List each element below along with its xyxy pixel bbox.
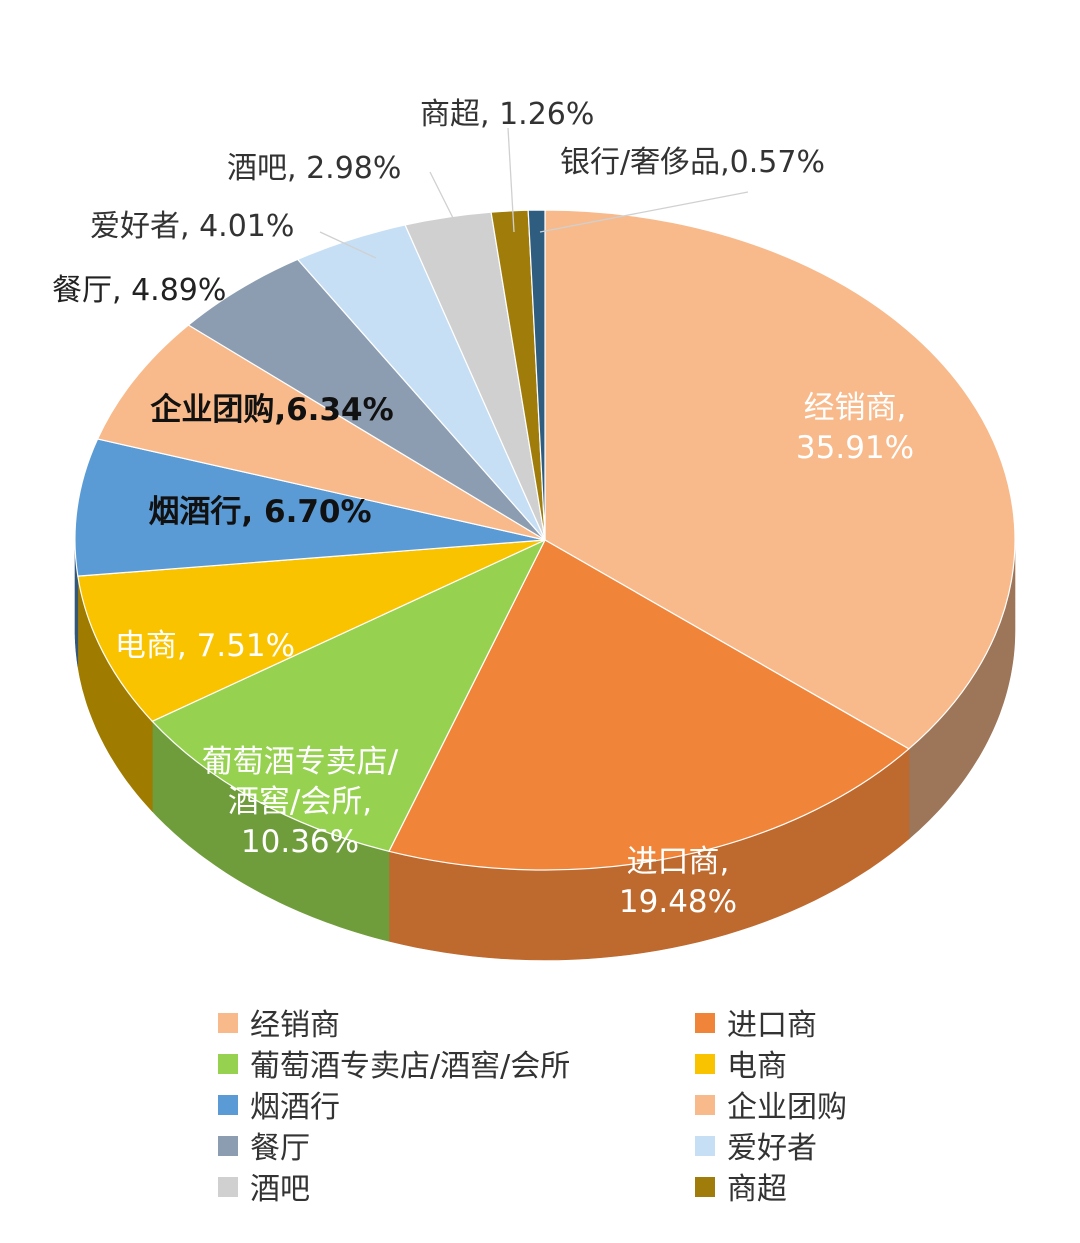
leader-line-10: [539, 191, 749, 233]
pie-slice-0: [544, 209, 1016, 750]
pie-slice-1: [388, 539, 910, 871]
slice-label-2-line-1: 酒窖/会所,: [228, 784, 372, 820]
slice-label-1-line-0: 进口商,: [627, 844, 730, 880]
legend-swatch-1: [695, 1013, 715, 1033]
legend-label-5: 企业团购: [727, 1090, 847, 1125]
leader-lines: [319, 127, 749, 259]
pie-slice-5: [96, 324, 546, 541]
slice-label-9: 商超, 1.26%: [420, 97, 594, 132]
pie-slice-3: [77, 539, 546, 722]
slice-labels: 经销商, 35.91% 进口商, 19.48% 葡萄酒专卖店/酒窖/会所, 10.36% 电…: [52, 97, 914, 920]
legend-swatch-2: [218, 1054, 238, 1074]
legend-label-2: 葡萄酒专卖店/酒窖/会所: [250, 1049, 570, 1084]
legend-label-3: 电商: [727, 1049, 787, 1084]
legend-swatch-3: [695, 1054, 715, 1074]
legend-swatch-8: [218, 1177, 238, 1197]
legend-label-1: 进口商: [727, 1008, 817, 1043]
slice-label-6: 餐厅, 4.89%: [52, 273, 226, 308]
slice-label-2-line-2: 10.36%: [241, 824, 359, 860]
slice-label-10: 银行/奢侈品,0.57%: [560, 145, 825, 180]
legend-label-4: 烟酒行: [250, 1090, 340, 1125]
slice-label-7: 爱好者, 4.01%: [90, 209, 294, 244]
pie-slice-2: [151, 539, 546, 852]
slice-label-5: 企业团购,6.34%: [150, 392, 393, 428]
slice-label-0-line-0: 经销商,: [804, 390, 907, 426]
slice-label-4: 烟酒行, 6.70%: [148, 494, 371, 530]
legend-swatch-6: [218, 1136, 238, 1156]
leader-line-8: [429, 171, 463, 237]
legend-label-0: 经销商: [250, 1008, 340, 1043]
legend-label-6: 餐厅: [250, 1131, 310, 1166]
slice-label-8: 酒吧, 2.98%: [227, 151, 401, 186]
pie-slice-4: [74, 438, 546, 577]
slice-label-3: 电商, 7.51%: [115, 628, 295, 664]
legend-swatch-9: [695, 1177, 715, 1197]
slice-label-0-line-1: 35.91%: [796, 430, 914, 466]
slice-label-1-line-1: 19.48%: [619, 884, 737, 920]
legend-label-9: 商超: [727, 1172, 787, 1207]
legend-label-7: 爱好者: [727, 1131, 817, 1166]
leader-line-7: [319, 231, 377, 259]
legend-swatch-0: [218, 1013, 238, 1033]
pie-slices: [74, 209, 1016, 871]
legend-label-8: 酒吧: [250, 1172, 310, 1207]
legend-swatch-5: [695, 1095, 715, 1115]
leader-line-9: [507, 127, 515, 233]
slice-label-2-line-0: 葡萄酒专卖店/: [202, 744, 399, 780]
pie-slice-10: [527, 209, 546, 541]
legend-swatch-4: [218, 1095, 238, 1115]
legend-swatch-7: [695, 1136, 715, 1156]
